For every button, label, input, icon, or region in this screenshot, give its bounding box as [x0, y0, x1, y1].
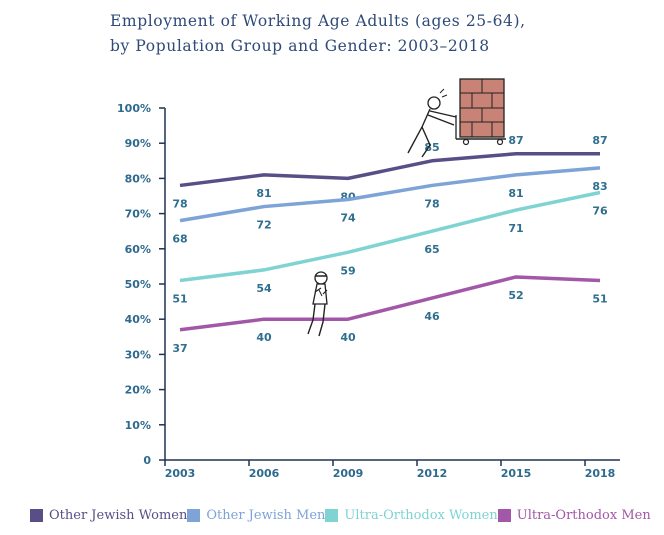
- data-label: 51: [592, 292, 607, 305]
- data-label: 59: [340, 264, 355, 277]
- data-label: 52: [508, 289, 523, 302]
- chart-title-line1: Employment of Working Age Adults (ages 2…: [110, 12, 526, 30]
- x-tick-label: 2015: [501, 467, 532, 480]
- line-chart: 010%20%30%40%50%60%70%80%90%100% 2003 200…: [117, 78, 620, 480]
- y-tick-label: 80%: [125, 172, 151, 185]
- y-tick-label: 30%: [125, 348, 151, 361]
- legend-swatch: [325, 509, 339, 522]
- data-label: 87: [592, 134, 607, 147]
- legend-item: Ultra-Orthodox Men: [497, 508, 651, 523]
- legend-swatch: [30, 509, 43, 522]
- legend-item: Other Jewish Women: [30, 508, 187, 523]
- data-label: 40: [256, 331, 272, 344]
- series-line-ultra-orthodox-women: [179, 190, 601, 283]
- series-line-other-jewish-women: [179, 152, 600, 188]
- series-line-other-jewish-men: [179, 166, 601, 223]
- data-label: 72: [256, 219, 271, 232]
- y-tick-label: 0: [143, 454, 151, 467]
- legend-swatch: [187, 509, 201, 522]
- data-label: 54: [256, 282, 272, 295]
- data-label: 83: [592, 180, 607, 193]
- legend: Other Jewish Women Other Jewish Men Ultra-…: [0, 508, 664, 523]
- data-label: 74: [340, 212, 356, 225]
- sitting-man-icon: [307, 271, 328, 337]
- data-label: 78: [172, 197, 187, 210]
- legend-item: Ultra-Orthodox Women: [325, 508, 498, 523]
- chart-title-line2: by Population Group and Gender: 2003–201…: [110, 37, 490, 55]
- y-axis: 0 10% 20% 30% 40% 50% 60% 70% 80% 90% 100%: [117, 102, 166, 467]
- x-tick-label: 2006: [249, 467, 280, 480]
- data-label: 46: [424, 310, 440, 323]
- data-label: 87: [508, 134, 523, 147]
- data-label: 37: [172, 342, 187, 355]
- x-axis: 2003 2006 2009 2012 2015 2018: [164, 459, 620, 480]
- y-tick-label: 70%: [125, 208, 151, 221]
- legend-label: Ultra-Orthodox Men: [516, 508, 651, 523]
- data-label: 40: [340, 331, 356, 344]
- legend-swatch: [497, 509, 511, 522]
- y-tick-label: 50%: [125, 278, 151, 291]
- x-tick-label: 2009: [333, 467, 364, 480]
- y-tick-label: 10%: [125, 419, 151, 432]
- y-tick-label: 90%: [125, 137, 151, 150]
- data-label: 81: [508, 187, 523, 200]
- data-label: 81: [256, 187, 271, 200]
- y-tick-label: 100%: [117, 102, 151, 115]
- data-label: 68: [172, 233, 187, 246]
- legend-label: Other Jewish Women: [49, 508, 188, 523]
- data-label: 71: [508, 222, 523, 235]
- legend-item: Other Jewish Men: [187, 508, 325, 523]
- legend-label: Other Jewish Men: [206, 508, 326, 523]
- y-tick-label: 60%: [125, 243, 151, 256]
- man-pushing-cart-icon: [407, 78, 506, 158]
- x-tick-label: 2003: [165, 467, 196, 480]
- data-label: 85: [424, 141, 439, 154]
- data-label: 51: [172, 292, 187, 305]
- series-line-ultra-orthodox-men: [179, 275, 601, 332]
- y-tick-label: 20%: [125, 384, 151, 397]
- data-label: 78: [424, 197, 439, 210]
- x-tick-label: 2018: [585, 467, 616, 480]
- legend-label: Ultra-Orthodox Women: [344, 508, 498, 523]
- data-label: 76: [592, 204, 608, 217]
- y-tick-label: 40%: [125, 313, 151, 326]
- data-label: 65: [424, 243, 439, 256]
- x-tick-label: 2012: [417, 467, 448, 480]
